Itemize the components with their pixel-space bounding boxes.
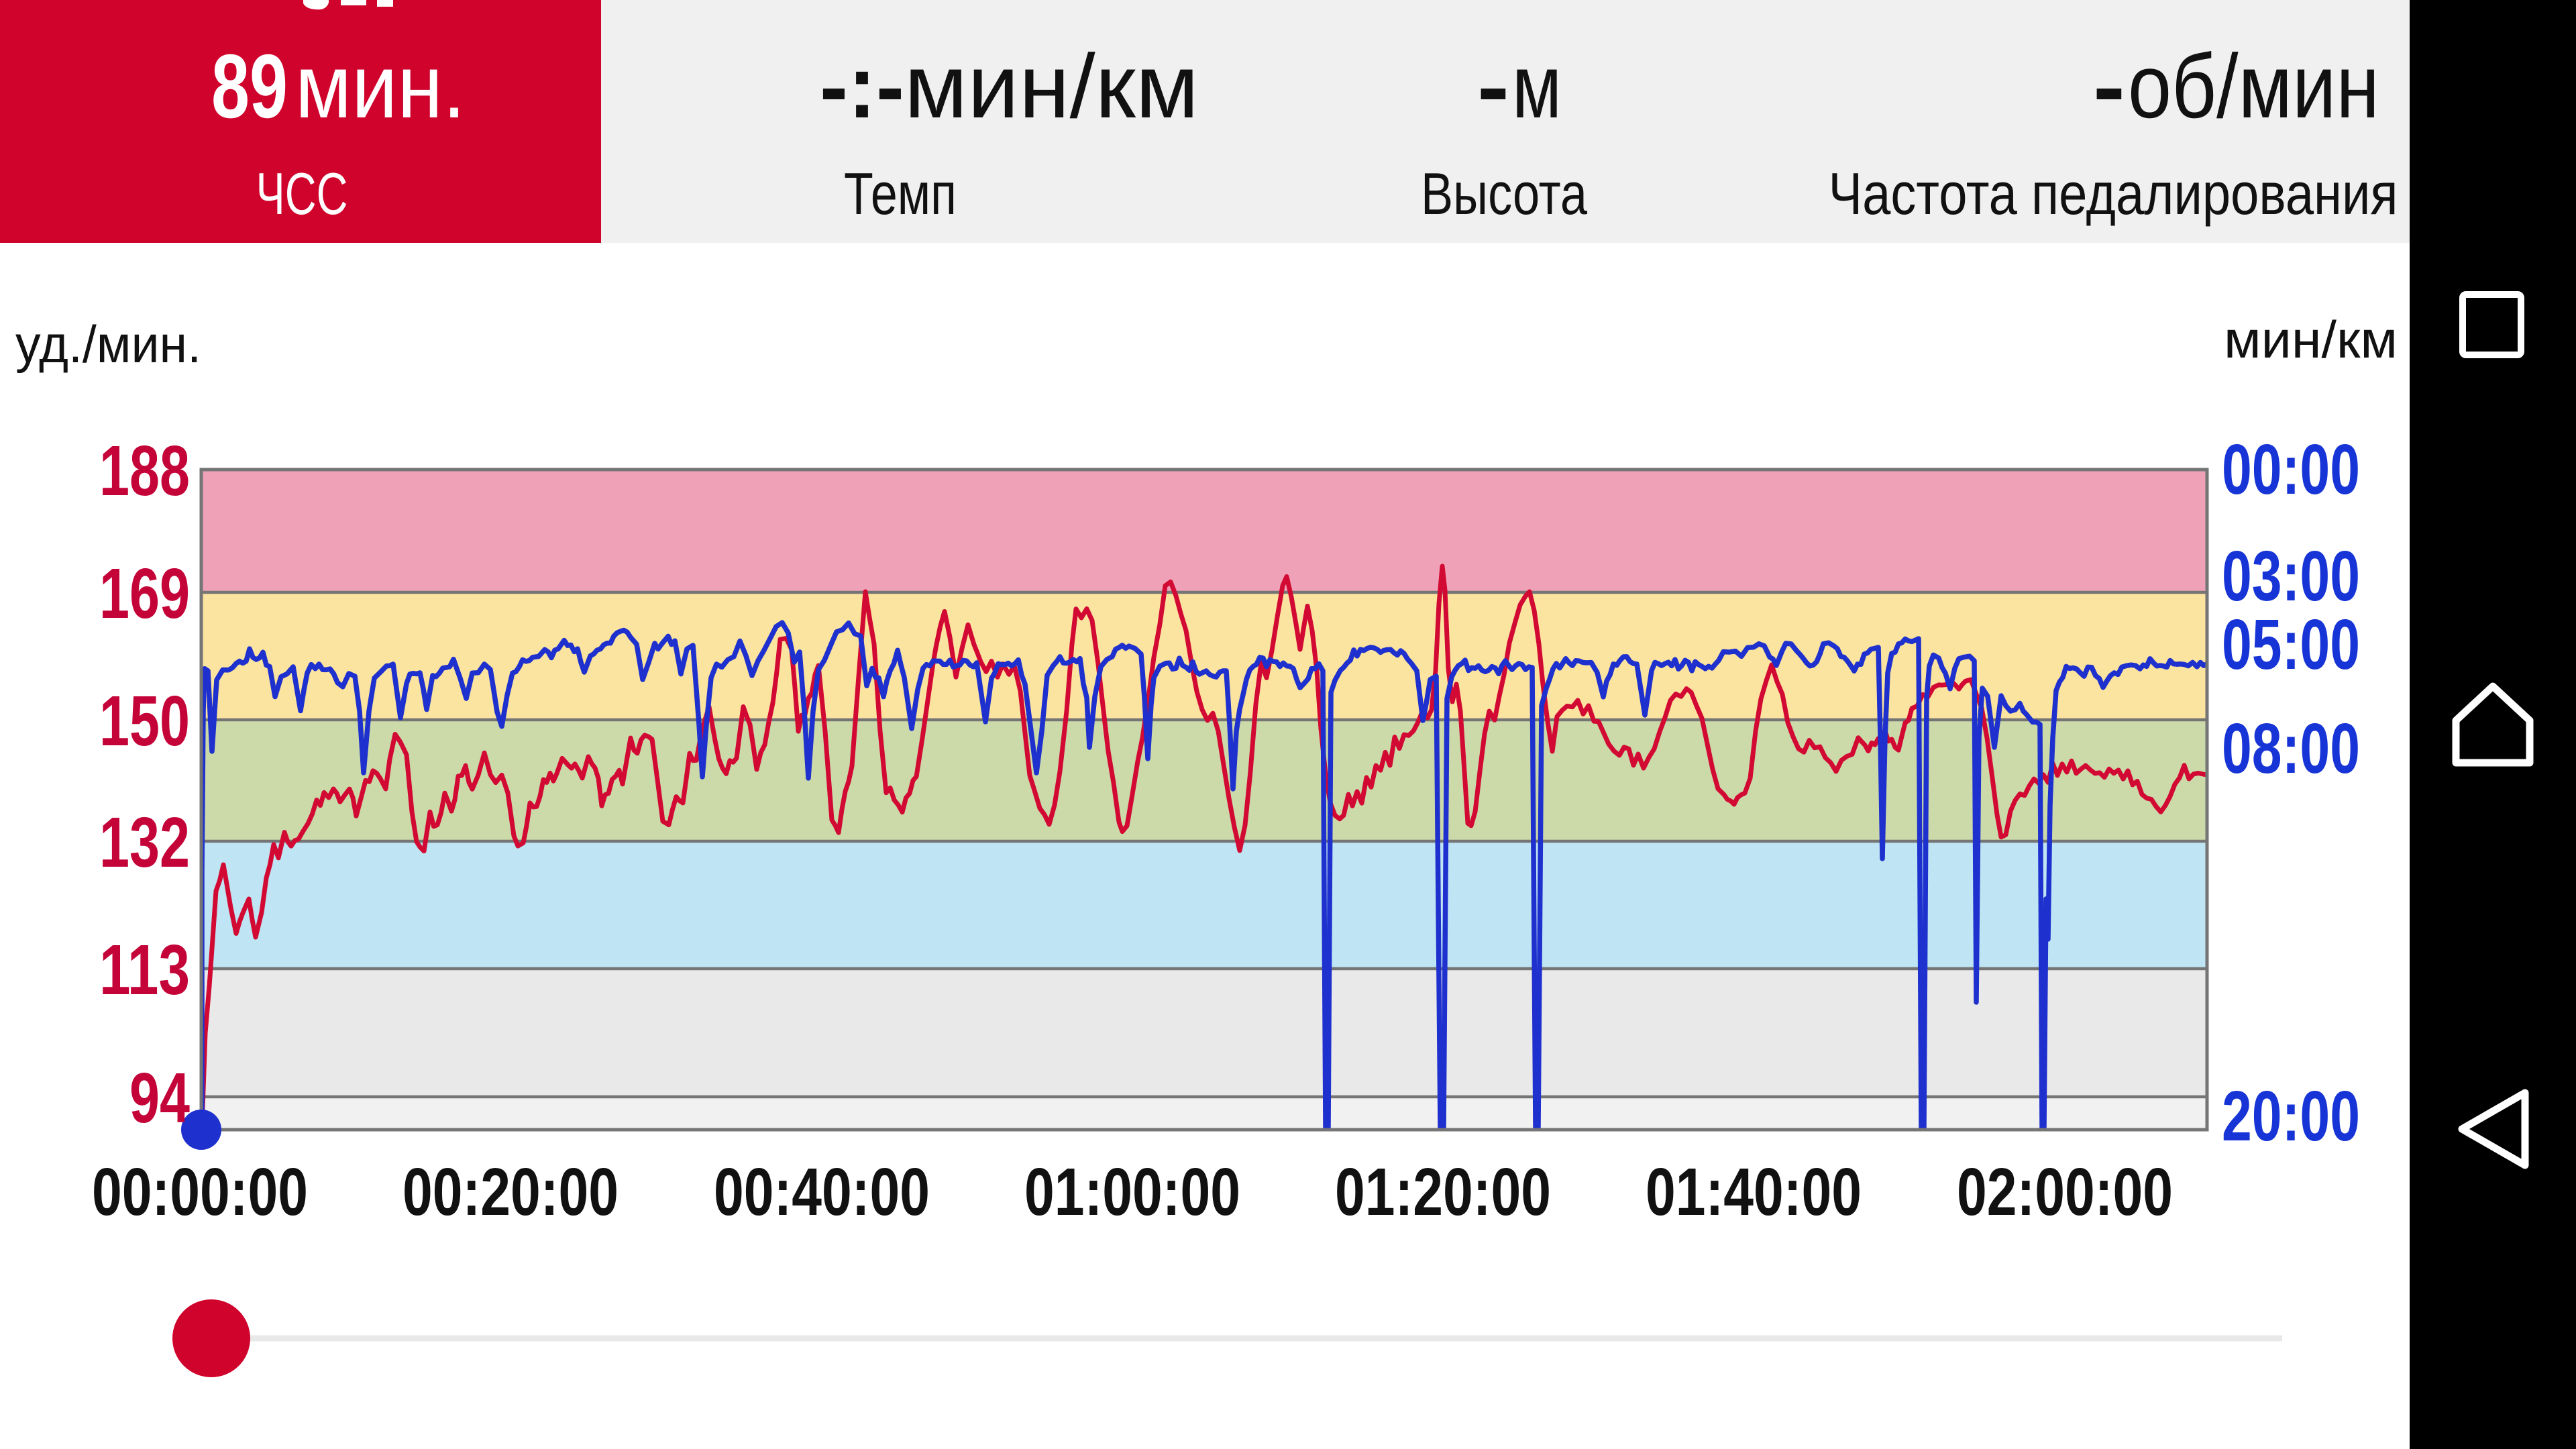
svg-text:01:40:00: 01:40:00 — [1646, 1155, 1862, 1230]
svg-text:05:00: 05:00 — [2222, 605, 2360, 684]
svg-text:169: 169 — [99, 554, 190, 633]
svg-text:Высота: Высота — [1421, 160, 1587, 227]
svg-text:ЧСС: ЧСС — [256, 160, 348, 227]
svg-text:03:00: 03:00 — [2222, 537, 2360, 616]
svg-text:02:00:00: 02:00:00 — [1957, 1155, 2173, 1230]
svg-text:94: 94 — [129, 1059, 190, 1138]
svg-text:113: 113 — [99, 930, 190, 1010]
svg-text:-м: -м — [1477, 36, 1562, 137]
svg-text:00:00: 00:00 — [2222, 430, 2360, 509]
svg-text:01:20:00: 01:20:00 — [1335, 1155, 1551, 1230]
svg-text:89мин.: 89мин. — [211, 36, 466, 137]
svg-text:мин/км: мин/км — [2224, 310, 2398, 369]
svg-text:01:00:00: 01:00:00 — [1024, 1155, 1240, 1230]
svg-text:132: 132 — [99, 803, 190, 882]
svg-text:-об/мин: -об/мин — [2093, 36, 2379, 137]
svg-text:Частота педалирования: Частота педалирования — [1829, 160, 2398, 227]
svg-text:00:00:00: 00:00:00 — [92, 1155, 308, 1230]
svg-text:-:-мин/км: -:-мин/км — [820, 36, 1199, 137]
svg-text:150: 150 — [99, 682, 190, 761]
svg-text:20:00: 20:00 — [2222, 1077, 2360, 1156]
svg-text:уд./мин.: уд./мин. — [15, 315, 201, 374]
svg-text:08:00: 08:00 — [2222, 709, 2360, 788]
svg-text:00:40:00: 00:40:00 — [714, 1155, 930, 1230]
svg-text:188: 188 — [99, 431, 190, 511]
svg-text:00:20:00: 00:20:00 — [402, 1155, 619, 1230]
svg-text:Темп: Темп — [844, 160, 957, 227]
